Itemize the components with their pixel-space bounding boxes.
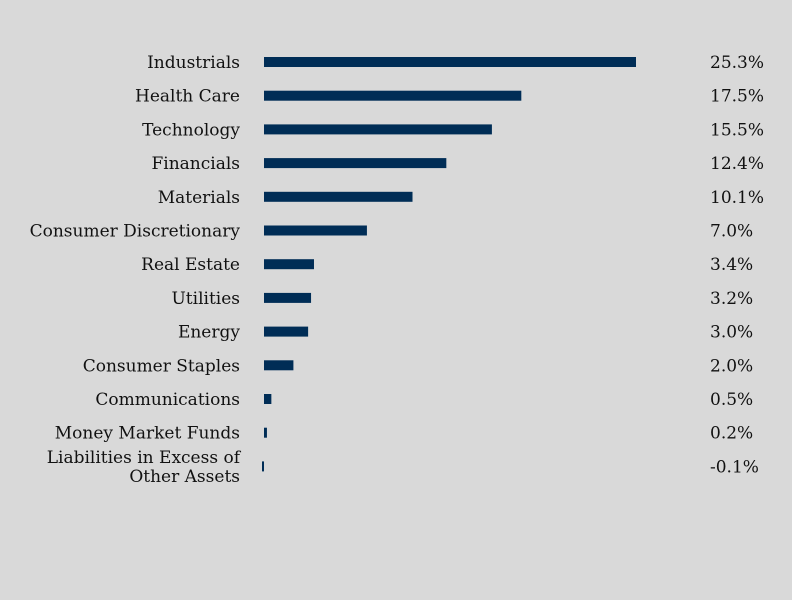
bar-1 <box>264 90 522 101</box>
value-label-9: 2.0% <box>710 356 753 376</box>
value-label-1: 17.5% <box>710 87 764 107</box>
category-label-8: Energy <box>178 323 240 343</box>
category-label-line: Consumer Staples <box>83 356 240 376</box>
value-label-11: 0.2% <box>710 424 753 444</box>
value-label-10: 0.5% <box>710 390 753 410</box>
bars-group <box>262 57 636 472</box>
category-label-9: Consumer Staples <box>83 356 240 376</box>
category-label-6: Real Estate <box>141 255 240 275</box>
value-label-7: 3.2% <box>710 289 753 309</box>
category-label-4: Materials <box>158 188 240 208</box>
value-label-2: 15.5% <box>710 120 764 140</box>
category-labels-group: Industrials Health Care Technology Financia… <box>30 53 242 487</box>
category-label-1: Health Care <box>135 87 240 107</box>
category-label-line: Industrials <box>147 53 240 73</box>
bar-2 <box>264 124 492 135</box>
category-label-line: Financials <box>151 154 240 174</box>
category-label-line: Communications <box>95 390 240 410</box>
category-label-line: Energy <box>178 323 240 343</box>
value-labels-group: 25.3% 17.5% 15.5% 12.4% 10.1% 7.0% 3.4% 3.2% 3.0… <box>710 53 764 477</box>
category-label-line: Money Market Funds <box>55 424 240 444</box>
value-label-0: 25.3% <box>710 53 764 73</box>
bar-5 <box>264 225 367 236</box>
bar-11 <box>264 427 267 438</box>
bar-8 <box>264 326 309 337</box>
value-label-5: 7.0% <box>710 222 753 242</box>
bar-6 <box>264 259 314 270</box>
category-label-line: Other Assets <box>129 467 240 487</box>
bar-0 <box>264 57 636 67</box>
category-label-line: Health Care <box>135 87 240 107</box>
category-label-5: Consumer Discretionary <box>30 222 241 242</box>
value-label-8: 3.0% <box>710 323 753 343</box>
category-label-12: Liabilities in Excess of Other Assets <box>47 448 242 487</box>
category-label-line: Real Estate <box>141 255 240 275</box>
category-label-7: Utilities <box>171 289 240 309</box>
value-label-3: 12.4% <box>710 154 764 174</box>
category-label-2: Technology <box>142 120 240 140</box>
bar-9 <box>264 360 294 371</box>
bar-12 <box>262 461 264 472</box>
category-label-line: Technology <box>142 120 240 140</box>
value-label-4: 10.1% <box>710 188 764 208</box>
category-label-line: Liabilities in Excess of <box>47 448 242 468</box>
bar-10 <box>264 394 272 404</box>
bar-3 <box>264 158 447 169</box>
category-label-10: Communications <box>95 390 240 410</box>
category-label-line: Materials <box>158 188 240 208</box>
bar-4 <box>264 191 413 202</box>
category-label-line: Utilities <box>171 289 240 309</box>
category-label-0: Industrials <box>147 53 240 73</box>
value-label-12: -0.1% <box>710 457 759 477</box>
category-label-3: Financials <box>151 154 240 174</box>
bar-7 <box>264 292 312 303</box>
category-label-line: Consumer Discretionary <box>30 222 241 242</box>
category-label-11: Money Market Funds <box>55 424 240 444</box>
value-label-6: 3.4% <box>710 255 753 275</box>
